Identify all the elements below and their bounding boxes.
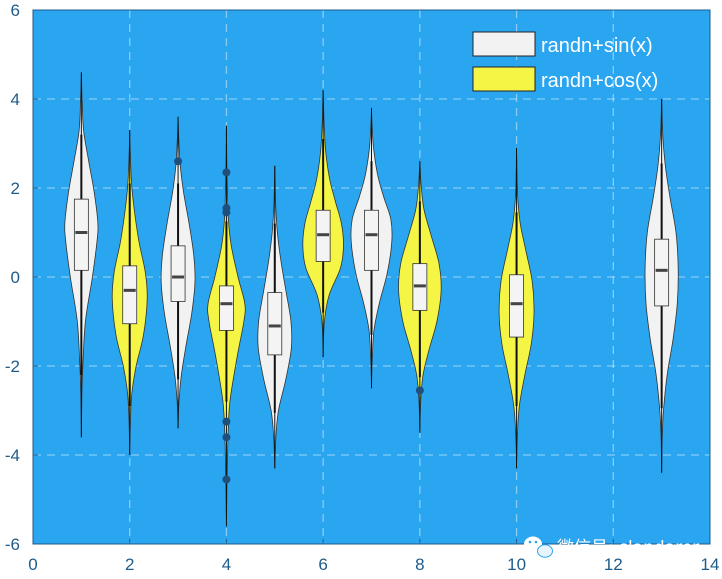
box [219,285,234,331]
x-tick-label: 0 [28,555,37,574]
watermark-text: 微信号: slandarer [557,538,699,558]
outlier-point [222,417,231,426]
box [73,198,89,271]
violin-2 [111,130,148,456]
box [654,238,670,307]
axis-ticks: 0 2 4 6 8 10 12 14 6 4 2 0 -2 -4 -6 [5,1,720,574]
y-tick-label: 6 [11,1,20,20]
violin-7 [350,107,393,389]
x-tick-label: 6 [318,555,327,574]
outlier-point [222,208,231,217]
y-tick-label: -6 [5,535,20,554]
y-tick-label: 0 [11,268,20,287]
x-tick-label: 12 [604,555,623,574]
box [170,245,186,302]
y-tick-label: 2 [11,179,20,198]
wechat-icon [524,536,553,558]
y-tick-label: -4 [5,446,20,465]
violins-layer [64,72,679,527]
x-tick-label: 2 [125,555,134,574]
violin-1 [64,72,99,438]
violin-8 [398,161,442,433]
x-tick-label: 14 [701,555,720,574]
violin-10 [644,98,679,473]
violin-3 [160,116,196,429]
box [122,265,138,325]
violin-5 [257,165,293,469]
outlier-point [222,168,231,177]
legend-swatch-sin [472,31,536,57]
violin-4 [207,125,246,527]
outlier-point [222,433,231,442]
y-tick-label: 4 [11,90,20,109]
box [364,209,379,271]
x-tick-label: 10 [507,555,526,574]
violin-9 [498,147,535,469]
y-tick-label: -2 [5,357,20,376]
x-tick-label: 4 [222,555,231,574]
outlier-point [174,157,183,166]
outlier-point [222,475,231,484]
outlier-point [415,386,424,395]
box [267,292,283,356]
legend-label-cos: randn+cos(x) [541,70,658,92]
violin-6 [302,90,344,358]
legend-label-sin: randn+sin(x) [541,35,653,57]
watermark: 微信号: slandarer [524,536,699,558]
legend-swatch-cos [472,66,536,92]
legend: randn+sin(x) randn+cos(x) [472,31,658,92]
box [509,274,524,338]
x-tick-label: 8 [415,555,424,574]
